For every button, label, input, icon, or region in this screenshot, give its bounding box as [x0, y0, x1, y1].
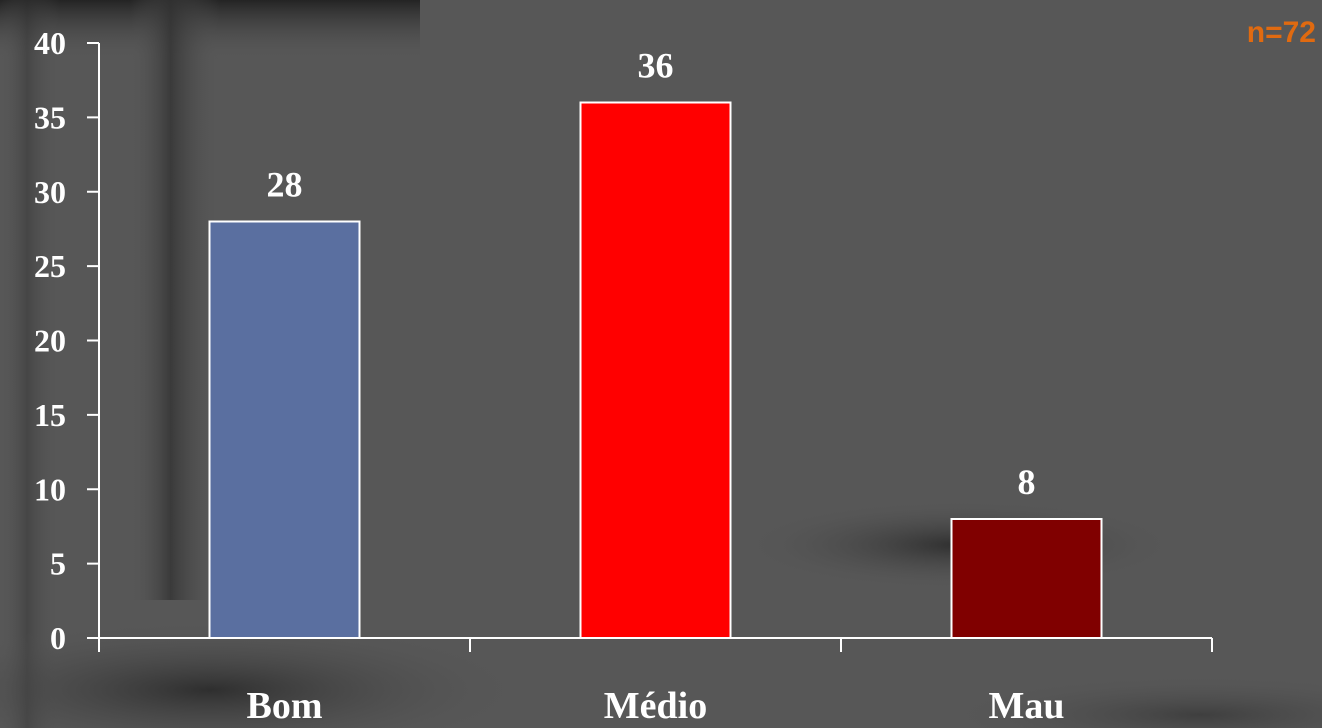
bar-bom — [208, 220, 361, 639]
y-tick-label: 40 — [34, 25, 66, 61]
bar-medio — [579, 101, 732, 639]
bars — [208, 101, 1103, 639]
y-axis: 0 5 10 15 20 25 30 35 40 — [34, 25, 100, 656]
y-tick-label: 30 — [34, 174, 66, 210]
x-axis: Bom Médio Mau — [98, 637, 1213, 727]
data-label: 28 — [267, 165, 303, 205]
y-tick-label: 25 — [34, 248, 66, 284]
data-label: 8 — [1018, 462, 1036, 502]
x-category-label: Bom — [247, 685, 323, 727]
y-tick-label: 35 — [34, 99, 66, 135]
sample-size-annotation: n=72 — [1247, 16, 1316, 49]
data-label: 36 — [638, 46, 674, 86]
y-tick-label: 5 — [50, 546, 66, 582]
y-tick-label: 10 — [34, 471, 66, 507]
y-tick-label: 0 — [50, 620, 66, 656]
data-labels: 28 36 8 — [267, 46, 1036, 503]
x-category-label: Médio — [604, 685, 707, 727]
y-tick-label: 15 — [34, 397, 66, 433]
x-category-label: Mau — [989, 685, 1065, 727]
y-tick-label: 20 — [34, 323, 66, 359]
bar-mau — [950, 518, 1103, 639]
